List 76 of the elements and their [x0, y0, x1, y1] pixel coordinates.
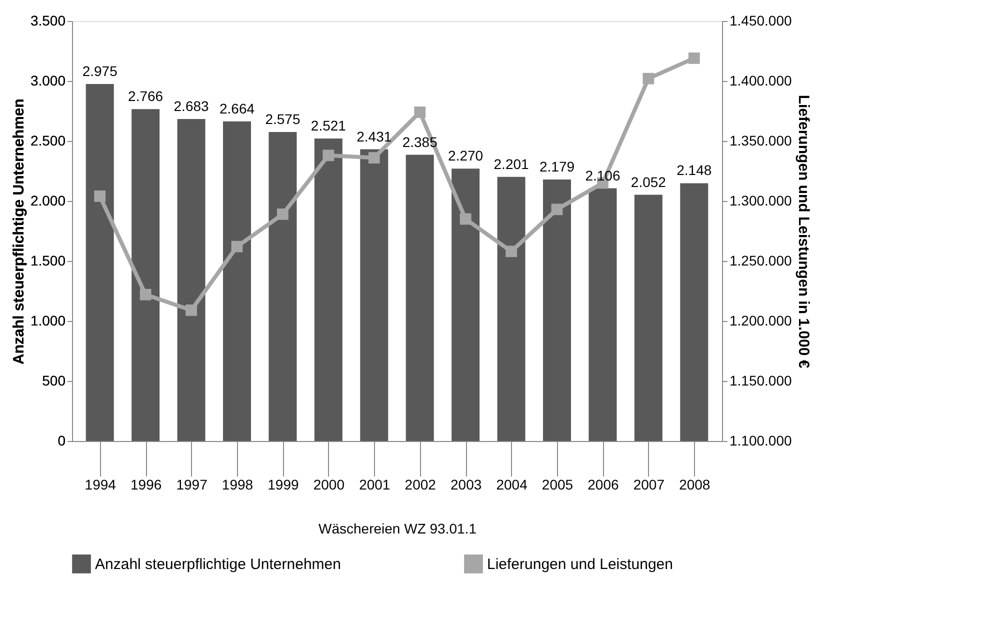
point [688, 52, 700, 64]
point [94, 190, 106, 202]
x-tick-label: 2003 [450, 476, 482, 492]
bar [223, 121, 251, 441]
y2-tick-label: 1.150.000 [730, 372, 792, 388]
bar [177, 119, 206, 441]
point [551, 204, 563, 216]
x-tick-label: 1994 [84, 476, 116, 492]
data-label: 2.270 [448, 148, 484, 164]
data-label: 2.683 [174, 98, 210, 114]
point [414, 106, 426, 118]
x-tick-label: 2007 [633, 476, 665, 492]
point [277, 208, 288, 220]
bar [132, 109, 160, 441]
y-axis-title: Anzahl steuerpflichtige Unternehmen [10, 98, 28, 364]
data-label: 2.975 [82, 63, 118, 79]
x-tick-label: 2008 [679, 476, 710, 492]
point [140, 288, 152, 300]
x-tick-label: 1996 [130, 476, 162, 492]
y2-tick-label: 1.100.000 [730, 432, 792, 448]
legend-label: Anzahl steuerpflichtige Unternehmen [95, 556, 341, 573]
legend-label: Lieferungen und Leistungen [487, 556, 673, 573]
data-label: 2.766 [128, 88, 164, 104]
x-tick-label: 2002 [404, 476, 436, 492]
x-axis-title: Wäschereien WZ 93.01.1 [318, 520, 477, 536]
y2-tick-label: 1.250.000 [730, 252, 792, 268]
y-tick-label: 1.500 [30, 252, 66, 268]
point [322, 150, 334, 162]
x-tick-label: 2001 [359, 476, 390, 492]
bar [634, 194, 662, 441]
y-tick-label: 500 [42, 372, 66, 388]
bar [588, 188, 617, 441]
bar [360, 149, 388, 441]
point [642, 72, 654, 84]
data-label: 2.179 [539, 158, 575, 175]
x-tick-label: 2006 [588, 476, 619, 492]
data-label: 2.052 [630, 174, 666, 190]
bar [406, 154, 434, 441]
data-label: 2.431 [356, 128, 392, 144]
bar [268, 132, 297, 441]
data-label: 2.201 [494, 156, 530, 172]
y-tick-label: 3.000 [30, 72, 66, 88]
point [460, 213, 472, 225]
bar [314, 138, 342, 441]
bar [86, 84, 114, 441]
y2-tick-label: 1.350.000 [730, 132, 792, 148]
y-tick-label: 3.500 [30, 12, 66, 28]
point [368, 152, 380, 164]
y2-tick-label: 1.300.000 [730, 192, 792, 208]
data-label: 2.575 [265, 111, 300, 127]
y2-tick-label: 1.400.000 [730, 72, 792, 88]
point [506, 246, 517, 258]
x-tick-label: 2004 [496, 476, 528, 492]
y2-axis-title: Lieferungen und Leistungen in 1.000 € [794, 94, 812, 369]
point [186, 304, 197, 316]
bar [543, 180, 571, 441]
x-tick-label: 1998 [222, 476, 254, 492]
y-tick-label: 1.000 [30, 312, 66, 328]
point [231, 240, 243, 252]
data-label: 2.148 [676, 162, 712, 178]
bar [452, 168, 480, 441]
bar [497, 176, 526, 441]
y-tick-label: 0 [58, 432, 66, 448]
x-tick-label: 1997 [176, 476, 208, 492]
x-tick-label: 2005 [542, 476, 574, 492]
y2-tick-label: 1.200.000 [730, 312, 792, 328]
y-tick-label: 2.500 [30, 132, 66, 148]
x-tick-label: 2000 [313, 476, 345, 492]
data-label: 2.521 [310, 117, 346, 134]
y2-tick-label: 1.450.000 [730, 12, 792, 28]
data-label: 2.385 [402, 134, 438, 150]
x-tick-label: 1999 [268, 476, 299, 492]
y-tick-label: 2.000 [30, 192, 66, 208]
data-label: 2.664 [219, 100, 255, 116]
bar [680, 183, 708, 441]
data-label: 2.106 [585, 167, 620, 184]
